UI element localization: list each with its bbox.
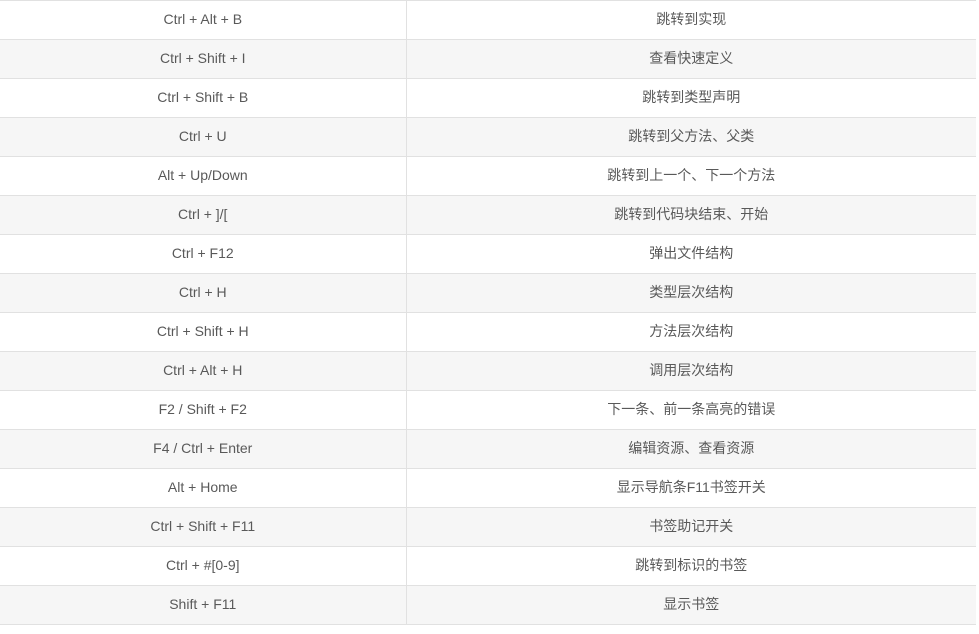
description-cell: 方法层次结构 — [406, 312, 976, 352]
description-cell: 编辑资源、查看资源 — [406, 429, 976, 469]
table-row: Ctrl + H 类型层次结构 — [0, 273, 976, 313]
shortcut-cell: Alt + Home — [0, 468, 407, 508]
description-cell: 跳转到标识的书签 — [406, 546, 976, 586]
table-row: Ctrl + Shift + F11 书签助记开关 — [0, 507, 976, 547]
description-cell: 显示书签 — [406, 585, 976, 625]
shortcut-cell: Ctrl + Alt + H — [0, 351, 407, 391]
description-cell: 跳转到实现 — [406, 0, 976, 40]
shortcut-cell: Shift + F11 — [0, 585, 407, 625]
shortcut-cell: Ctrl + F12 — [0, 234, 407, 274]
table-row: Ctrl + ]/[跳转到代码块结束、开始 — [0, 195, 976, 235]
shortcut-cell: Ctrl + Shift + F11 — [0, 507, 407, 547]
description-cell: 显示导航条F11书签开关 — [406, 468, 976, 508]
shortcut-cell: Alt + Up/Down — [0, 156, 407, 196]
description-cell: 弹出文件结构 — [406, 234, 976, 274]
shortcut-cell: Ctrl + Shift + H — [0, 312, 407, 352]
table-row: Ctrl + U 跳转到父方法、父类 — [0, 117, 976, 157]
description-cell: 跳转到代码块结束、开始 — [406, 195, 976, 235]
table-row: Alt + Up/Down 跳转到上一个、下一个方法 — [0, 156, 976, 196]
description-cell: 跳转到类型声明 — [406, 78, 976, 118]
shortcut-cell: Ctrl + #[0-9] — [0, 546, 407, 586]
description-cell: 查看快速定义 — [406, 39, 976, 79]
description-cell: 下一条、前一条高亮的错误 — [406, 390, 976, 430]
table-row: Ctrl + F12 弹出文件结构 — [0, 234, 976, 274]
shortcut-cell: Ctrl + ]/[ — [0, 195, 407, 235]
description-cell: 调用层次结构 — [406, 351, 976, 391]
table-row: Ctrl + Shift + I 查看快速定义 — [0, 39, 976, 79]
table-row: Ctrl + Shift + B 跳转到类型声明 — [0, 78, 976, 118]
table-row: Ctrl + #[0-9] 跳转到标识的书签 — [0, 546, 976, 586]
table-row: Ctrl + Alt + B 跳转到实现 — [0, 0, 976, 40]
description-cell: 类型层次结构 — [406, 273, 976, 313]
shortcut-cell: Ctrl + Shift + I — [0, 39, 407, 79]
table-row: Ctrl + Shift + H 方法层次结构 — [0, 312, 976, 352]
table-row: Ctrl + Alt + H 调用层次结构 — [0, 351, 976, 391]
table-row: Shift + F11 显示书签 — [0, 585, 976, 625]
table-row: Alt + Home 显示导航条F11书签开关 — [0, 468, 976, 508]
table-row: F2 / Shift + F2 下一条、前一条高亮的错误 — [0, 390, 976, 430]
shortcut-cell: Ctrl + Shift + B — [0, 78, 407, 118]
shortcut-cell: Ctrl + H — [0, 273, 407, 313]
shortcut-cell: Ctrl + U — [0, 117, 407, 157]
description-cell: 跳转到上一个、下一个方法 — [406, 156, 976, 196]
shortcut-cell: Ctrl + Alt + B — [0, 0, 407, 40]
description-cell: 书签助记开关 — [406, 507, 976, 547]
shortcut-cell: F2 / Shift + F2 — [0, 390, 407, 430]
table-row: F4 / Ctrl + Enter 编辑资源、查看资源 — [0, 429, 976, 469]
description-cell: 跳转到父方法、父类 — [406, 117, 976, 157]
shortcut-cell: F4 / Ctrl + Enter — [0, 429, 407, 469]
